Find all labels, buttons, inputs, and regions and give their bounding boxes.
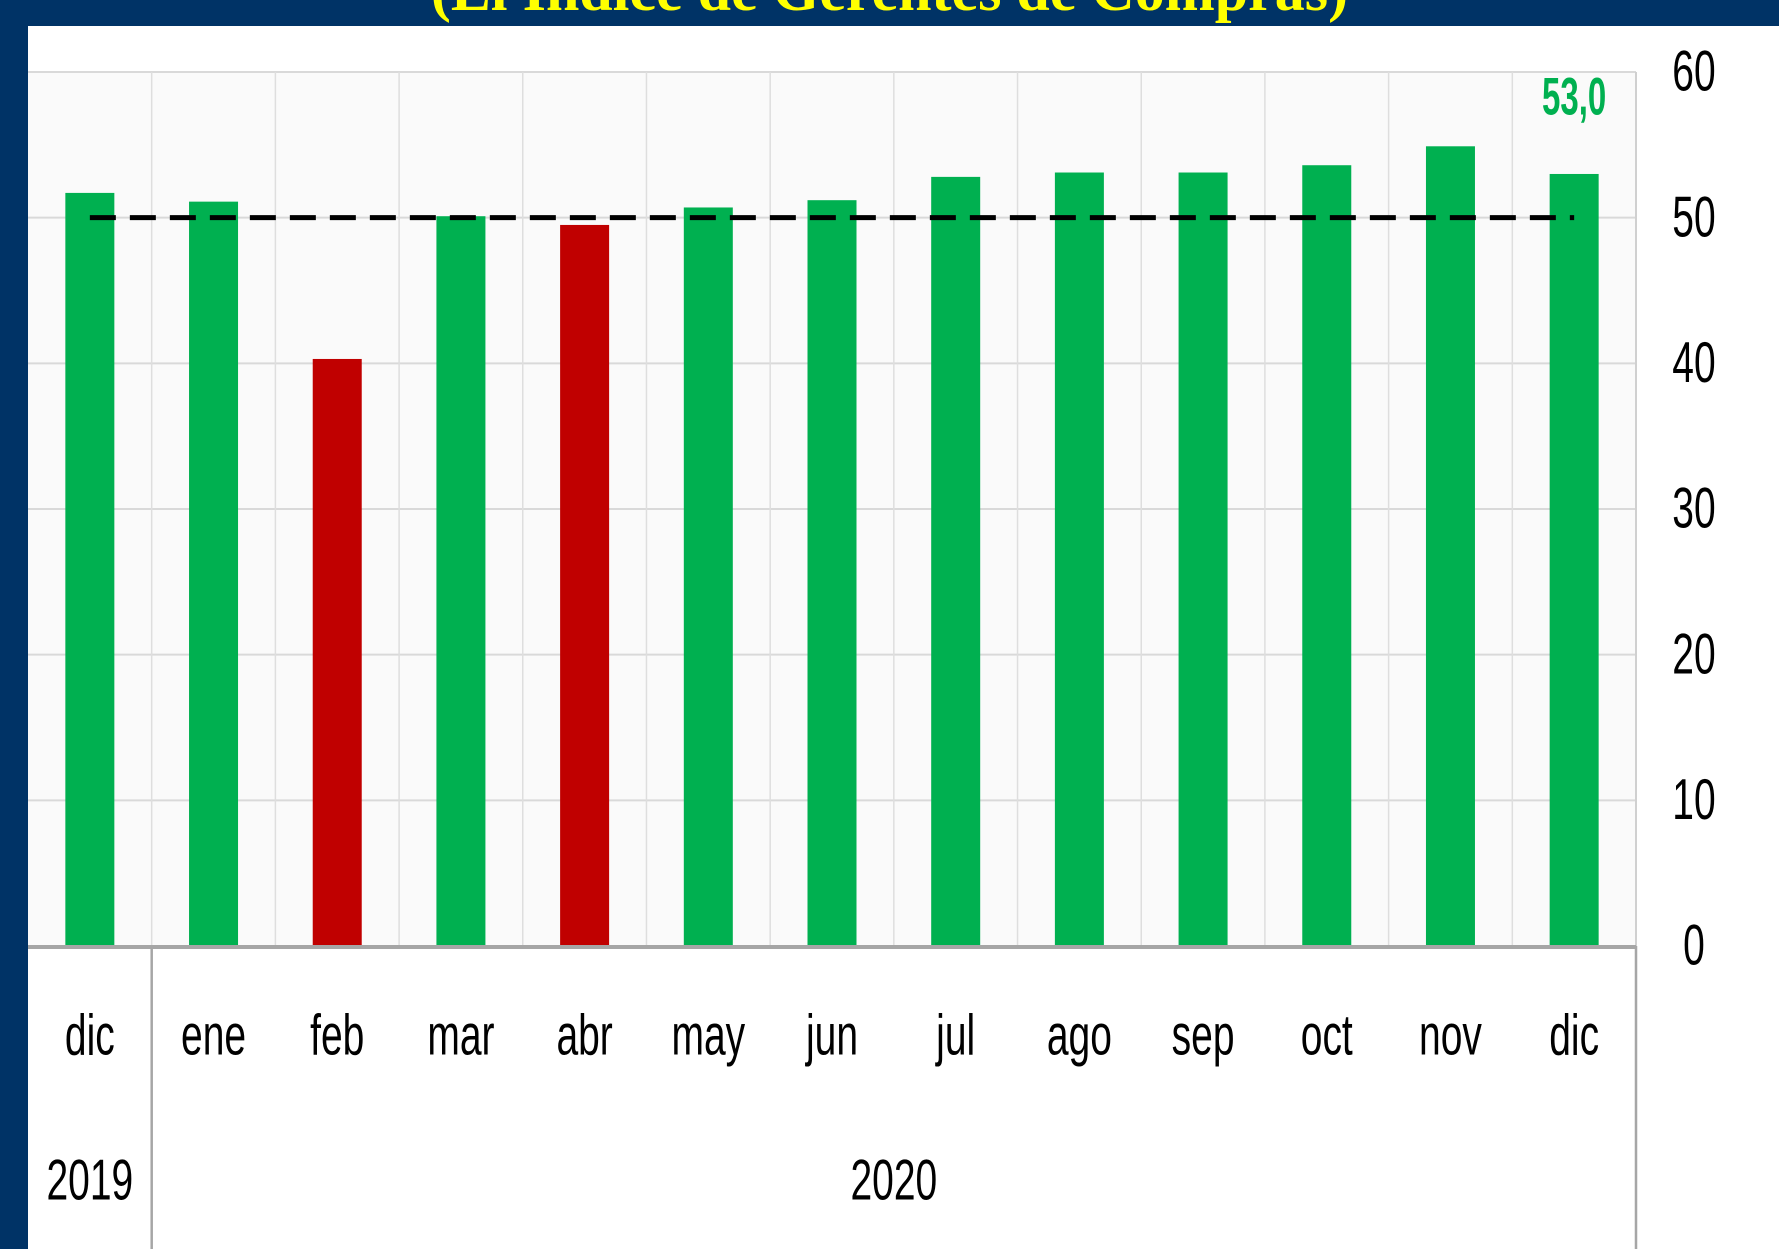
bar bbox=[683, 207, 733, 947]
x-tick-label: ago bbox=[1047, 1004, 1112, 1067]
x-tick-label: nov bbox=[1419, 1004, 1482, 1067]
x-tick-label: abr bbox=[556, 1004, 612, 1067]
x-tick-label: jun bbox=[804, 1004, 858, 1067]
y-tick-label: 20 bbox=[1672, 623, 1715, 686]
chart-panel: 0 10 20 30 40 50 60 53,0 dic ene feb mar abr may jun ju… bbox=[28, 26, 1779, 1249]
bar-chart: 0 10 20 30 40 50 60 53,0 dic ene feb mar abr may jun ju… bbox=[28, 40, 1716, 1249]
x-tick-label: dic bbox=[65, 1004, 115, 1067]
x-group-label: 2019 bbox=[46, 1149, 133, 1212]
x-tick-label: feb bbox=[310, 1004, 364, 1067]
bar bbox=[1054, 172, 1104, 946]
x-tick-label: oct bbox=[1301, 1004, 1353, 1067]
x-tick-label: ene bbox=[181, 1004, 246, 1067]
bars bbox=[65, 146, 1599, 947]
y-tick-label: 0 bbox=[1683, 914, 1705, 977]
y-tick-label: 10 bbox=[1672, 769, 1715, 832]
bar bbox=[436, 216, 486, 946]
y-tick-label: 50 bbox=[1672, 186, 1715, 249]
x-tick-label: mar bbox=[427, 1004, 494, 1067]
x-tick-label: may bbox=[671, 1004, 745, 1067]
bar bbox=[189, 201, 239, 947]
bar bbox=[931, 176, 981, 946]
bar bbox=[1302, 165, 1352, 946]
bar bbox=[1425, 146, 1475, 946]
y-tick-label: 40 bbox=[1672, 332, 1715, 395]
y-tick-label: 60 bbox=[1672, 40, 1715, 103]
bar bbox=[312, 358, 362, 946]
x-tick-label: dic bbox=[1549, 1004, 1599, 1067]
bar bbox=[807, 200, 857, 947]
y-tick-label: 30 bbox=[1672, 477, 1715, 540]
x-tick-label: jul bbox=[935, 1004, 976, 1067]
bar bbox=[65, 192, 115, 947]
bar bbox=[560, 224, 610, 946]
bar bbox=[1178, 172, 1228, 946]
x-group-label: 2020 bbox=[850, 1149, 937, 1212]
bar bbox=[1549, 173, 1599, 946]
labels: 0 10 20 30 40 50 60 53,0 dic ene feb mar abr may jun ju… bbox=[28, 40, 1716, 1249]
chart-title: (El Índice de Gerentes de Compras) bbox=[0, 0, 1779, 20]
chart-title-area: (El Índice de Gerentes de Compras) bbox=[0, 0, 1779, 24]
data-label-last: 53,0 bbox=[1542, 68, 1606, 127]
x-tick-label: sep bbox=[1172, 1004, 1235, 1067]
